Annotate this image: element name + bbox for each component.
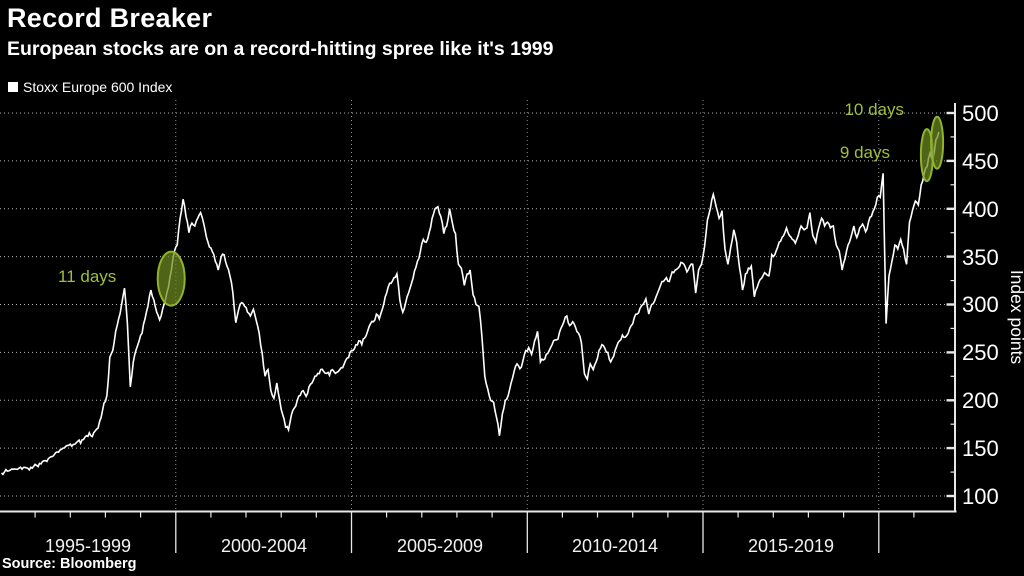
annotation-10-days: 10 days	[844, 100, 904, 119]
legend: Stoxx Europe 600 Index	[8, 79, 172, 95]
annotation-11-days: 11 days	[58, 267, 116, 286]
x-label-2005-2009: 2005-2009	[397, 536, 483, 556]
x-label-1995-1999: 1995-1999	[45, 536, 131, 556]
y-tick-150: 150	[962, 436, 999, 461]
streak-annotations: 11 days 9 days 10 days	[58, 100, 904, 286]
y-tick-450: 450	[962, 149, 999, 174]
y-tick-250: 250	[962, 340, 999, 365]
y-axis-tick-labels: 500 450 400 350 300 250 200 150 100	[962, 101, 999, 509]
vertical-gridlines	[175, 100, 880, 510]
record-streak-highlights	[156, 115, 945, 307]
y-tick-200: 200	[962, 388, 999, 413]
y-tick-300: 300	[962, 292, 999, 317]
x-label-2015-2019: 2015-2019	[748, 536, 834, 556]
y-tick-100: 100	[962, 484, 999, 509]
x-axis-labels: 1995-1999 2000-2004 2005-2009 2010-2014 …	[45, 536, 834, 556]
x-label-2000-2004: 2000-2004	[221, 536, 307, 556]
y-tick-400: 400	[962, 197, 999, 222]
annotation-9-days: 9 days	[840, 143, 890, 162]
price-line-series	[0, 131, 940, 476]
legend-marker-icon	[8, 82, 18, 92]
source-credit: Source: Bloomberg	[2, 556, 137, 572]
legend-label: Stoxx Europe 600 Index	[23, 79, 173, 95]
y-tick-350: 350	[962, 245, 999, 270]
page-title: Record Breaker	[7, 3, 213, 33]
x-label-2010-2014: 2010-2014	[572, 536, 658, 556]
axes	[0, 103, 957, 553]
y-axis-title: Index points	[1007, 270, 1024, 365]
horizontal-gridlines	[0, 112, 955, 497]
chart-subtitle: European stocks are on a record-hitting …	[7, 38, 554, 60]
y-tick-500: 500	[962, 101, 999, 126]
